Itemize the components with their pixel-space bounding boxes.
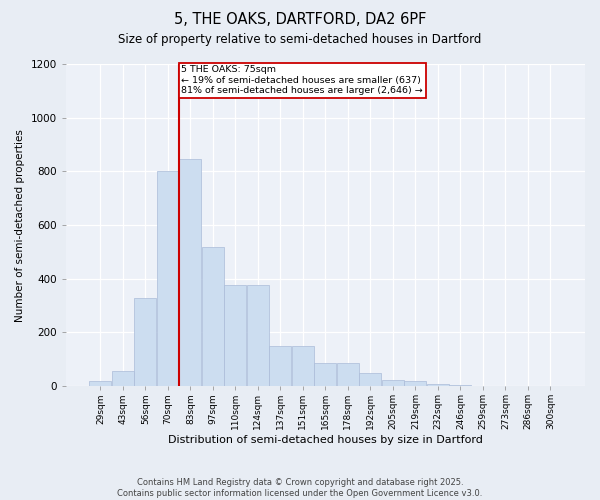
Bar [179,160,202,386]
Bar [449,385,472,386]
Bar [157,172,179,386]
Y-axis label: Number of semi-detached properties: Number of semi-detached properties [15,128,25,322]
Bar [112,372,134,386]
Bar [314,364,337,386]
Bar [292,346,314,386]
Bar [269,346,292,386]
Text: 5, THE OAKS, DARTFORD, DA2 6PF: 5, THE OAKS, DARTFORD, DA2 6PF [174,12,426,28]
Bar [359,372,382,386]
Bar [382,380,404,386]
Bar [337,364,359,386]
Bar [89,381,112,386]
Bar [247,286,269,386]
Text: Size of property relative to semi-detached houses in Dartford: Size of property relative to semi-detach… [118,32,482,46]
Bar [427,384,449,386]
Bar [202,246,224,386]
Bar [404,382,427,386]
Text: Contains HM Land Registry data © Crown copyright and database right 2025.
Contai: Contains HM Land Registry data © Crown c… [118,478,482,498]
Bar [134,298,157,386]
X-axis label: Distribution of semi-detached houses by size in Dartford: Distribution of semi-detached houses by … [168,435,483,445]
Text: 5 THE OAKS: 75sqm
← 19% of semi-detached houses are smaller (637)
81% of semi-de: 5 THE OAKS: 75sqm ← 19% of semi-detached… [181,66,423,95]
Bar [224,286,247,386]
